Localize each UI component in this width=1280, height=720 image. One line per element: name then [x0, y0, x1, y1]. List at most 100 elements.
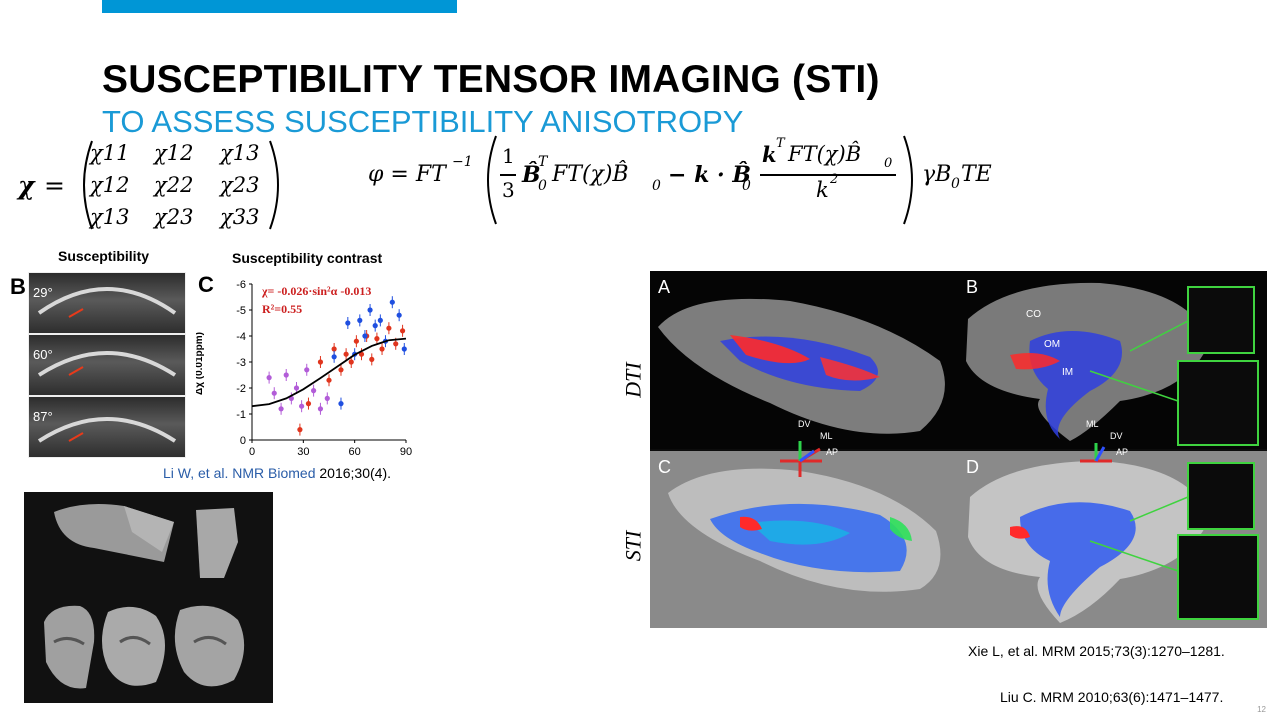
- data-point: [311, 388, 317, 394]
- accent-bar: [102, 0, 457, 13]
- phi-b0-sub: 0: [538, 178, 547, 194]
- tensor-cell: χ23: [154, 205, 194, 229]
- data-point: [369, 356, 375, 362]
- panel-b-label: B: [10, 274, 26, 299]
- citation-xie: Xie L, et al. MRM 2015;73(3):1270–1281.: [968, 643, 1225, 659]
- data-point: [348, 359, 354, 365]
- panel-b-header: Susceptibility: [58, 248, 150, 264]
- data-point: [372, 323, 378, 329]
- mri-slice: 29°: [28, 272, 186, 334]
- data-point: [374, 336, 380, 342]
- x-tick-label: 60: [349, 446, 361, 458]
- data-point: [293, 385, 300, 391]
- phi-lhs: φ = FT: [368, 162, 446, 187]
- x-tick-label: 30: [297, 446, 309, 458]
- mri-slice: 87°: [28, 396, 186, 458]
- data-point: [331, 354, 337, 360]
- corpus-callosum-arc: [37, 417, 177, 443]
- corpus-callosum-arc: [37, 287, 177, 318]
- row-label-dti: DTI: [620, 362, 646, 398]
- phi-kfrac-bar: [760, 174, 896, 176]
- tensor-cell: χ23: [220, 173, 260, 197]
- phi-kfrac-den: k: [816, 178, 829, 202]
- data-point: [393, 341, 399, 347]
- axis-label-ap: AP: [1116, 447, 1129, 457]
- data-point: [386, 325, 392, 331]
- data-point: [401, 346, 407, 352]
- data-point: [305, 401, 312, 407]
- angle-label: 87°: [33, 409, 53, 424]
- tensor-cell: χ11: [90, 141, 130, 165]
- data-point: [338, 367, 344, 373]
- tensor-cell: χ33: [220, 205, 260, 229]
- data-point: [304, 367, 310, 373]
- data-point: [367, 307, 373, 313]
- slide-title: SUSCEPTIBILITY TENSOR IMAGING (STI): [102, 58, 880, 101]
- citation-li: Li W, et al. NMR Biomed 2016;30(4).: [163, 465, 391, 481]
- row-labels: DTI STI: [612, 271, 652, 627]
- r-squared: R²=0.55: [262, 302, 303, 316]
- angle-label: 60°: [33, 347, 53, 362]
- data-point: [283, 372, 289, 378]
- data-point: [326, 377, 332, 383]
- panel-c-header: Susceptibility contrast: [232, 250, 383, 266]
- panel-label-b: B: [966, 277, 979, 297]
- phi-ft-chi: FT(χ)B̂: [552, 162, 629, 187]
- panel-c-label: C: [198, 272, 214, 297]
- region-label-co: CO: [1026, 309, 1041, 320]
- data-point: [271, 390, 277, 396]
- tensor-equals: =: [44, 171, 65, 200]
- citation-liu: Liu C. MRM 2010;63(6):1471–1477.: [1000, 689, 1224, 705]
- tensor-cell: χ12: [154, 141, 194, 165]
- data-point: [297, 427, 303, 433]
- mri-slice: 60°: [28, 334, 186, 396]
- phi-b0: B̂: [522, 162, 541, 188]
- tensor-brackets: [83, 140, 279, 230]
- region-label-im: IM: [1062, 367, 1074, 378]
- x-tick-label: 90: [400, 446, 412, 458]
- data-point: [343, 351, 349, 357]
- y-tick-label: -3: [236, 357, 246, 369]
- data-point: [266, 375, 272, 381]
- figure-panel-b: Susceptibility B 29° 60° 87°: [8, 244, 188, 458]
- phi-kfrac-k: k: [762, 142, 777, 167]
- data-point: [317, 359, 324, 365]
- data-point: [299, 403, 305, 409]
- panel-label-d: D: [966, 457, 979, 477]
- phi-b0-sup: T: [538, 154, 548, 170]
- phi-minus-k: − k · B̂: [668, 162, 751, 188]
- phi-left-paren: [487, 135, 497, 225]
- axis-label-dv: DV: [1110, 431, 1123, 441]
- data-point: [389, 299, 395, 305]
- data-point: [353, 338, 359, 344]
- tensor-cell: χ22: [154, 173, 194, 197]
- y-tick-label: -6: [236, 279, 246, 291]
- tensor-cell: χ12: [90, 173, 130, 197]
- data-point: [358, 351, 365, 357]
- angle-label: 29°: [33, 285, 53, 300]
- tensor-cell: χ13: [90, 205, 130, 229]
- axis-label-ml: ML: [1086, 419, 1099, 429]
- fit-curve: [251, 337, 407, 408]
- slide-subtitle: TO ASSESS SUSCEPTIBILITY ANISOTROPY: [102, 104, 744, 139]
- tensor-lhs: χ: [18, 171, 35, 200]
- y-tick-label: -4: [236, 331, 246, 343]
- y-tick-label: 0: [240, 435, 246, 447]
- phi-frac-den: 3: [502, 178, 515, 202]
- panel-label-a: A: [658, 277, 671, 297]
- data-point: [357, 317, 363, 323]
- susceptibility-scatter-chart: 0 30 60 90 0 -1 -2 -3 -4 -5 -6: [236, 279, 412, 458]
- data-point: [377, 317, 383, 323]
- data-point: [317, 406, 324, 412]
- phi-inverse: −1: [452, 154, 473, 170]
- data-point: [278, 406, 284, 412]
- region-label-om: OM: [1044, 339, 1061, 350]
- data-point: [345, 320, 351, 326]
- phi-tail-te: TE: [961, 162, 992, 187]
- data-point: [324, 395, 330, 401]
- dti-sti-figure: A B C D CO OM IM DV ML AP ML DV AP: [650, 271, 1267, 628]
- data-point: [399, 328, 406, 334]
- tract-drawing: [658, 282, 1259, 623]
- y-tick-label: -1: [236, 409, 246, 421]
- phi-kfrac-den-sup: 2: [830, 172, 839, 187]
